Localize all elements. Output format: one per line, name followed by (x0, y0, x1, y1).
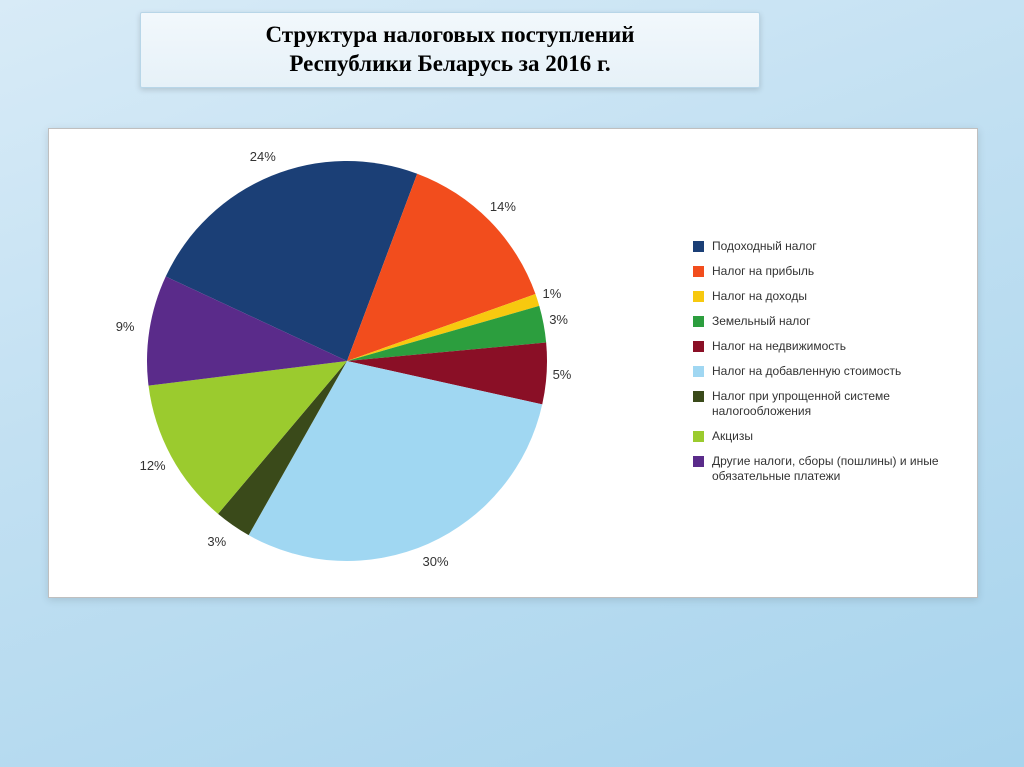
pie-slice-label: 1% (543, 286, 562, 301)
legend-item: Налог на недвижимость (693, 339, 953, 354)
legend-label: Налог на прибыль (712, 264, 953, 279)
legend-marker (693, 316, 704, 327)
legend-marker (693, 341, 704, 352)
legend-item: Налог при упрощенной системе налогооблож… (693, 389, 953, 419)
legend-item: Акцизы (693, 429, 953, 444)
title-box: Структура налоговых поступлений Республи… (140, 12, 760, 88)
pie-slice-label: 3% (207, 534, 226, 549)
pie-wrapper: 24%14%1%3%5%30%3%12%9% (137, 151, 557, 571)
legend-marker (693, 456, 704, 467)
pie-slice-label: 14% (490, 199, 516, 214)
legend-marker (693, 291, 704, 302)
chart-panel: 24% 14% 1% 3% 5% 30% 3% 12% 9% Подоходный налог Н… (48, 128, 978, 598)
title-line-1: Структура налоговых поступлений (161, 21, 739, 50)
pie-slice-label: 5% (553, 367, 572, 382)
legend-label: Налог при упрощенной системе налогооблож… (712, 389, 953, 419)
legend-label: Подоходный налог (712, 239, 953, 254)
pie-slice-label: 9% (116, 319, 135, 334)
legend-item: Другие налоги, сборы (пошлины) и иные об… (693, 454, 953, 484)
legend-label: Земельный налог (712, 314, 953, 329)
pie-slice-label: 3% (549, 312, 568, 327)
legend-marker (693, 241, 704, 252)
legend-item: Подоходный налог (693, 239, 953, 254)
legend-marker (693, 266, 704, 277)
title-line-2: Республики Беларусь за 2016 г. (161, 50, 739, 79)
legend-item: Налог на доходы (693, 289, 953, 304)
legend-label: Налог на добавленную стоимость (712, 364, 953, 379)
pie-slice-label: 24% (250, 149, 276, 164)
legend-item: Земельный налог (693, 314, 953, 329)
legend-item: Налог на добавленную стоимость (693, 364, 953, 379)
legend-item: Налог на прибыль (693, 264, 953, 279)
legend-marker (693, 366, 704, 377)
pie-svg (137, 151, 557, 571)
legend-label: Другие налоги, сборы (пошлины) и иные об… (712, 454, 953, 484)
legend-label: Акцизы (712, 429, 953, 444)
pie-slice-label: 30% (423, 554, 449, 569)
legend-marker (693, 391, 704, 402)
legend: Подоходный налог Налог на прибыль Налог на… (693, 239, 953, 494)
pie-slice-label: 12% (140, 458, 166, 473)
legend-label: Налог на недвижимость (712, 339, 953, 354)
legend-label: Налог на доходы (712, 289, 953, 304)
legend-marker (693, 431, 704, 442)
